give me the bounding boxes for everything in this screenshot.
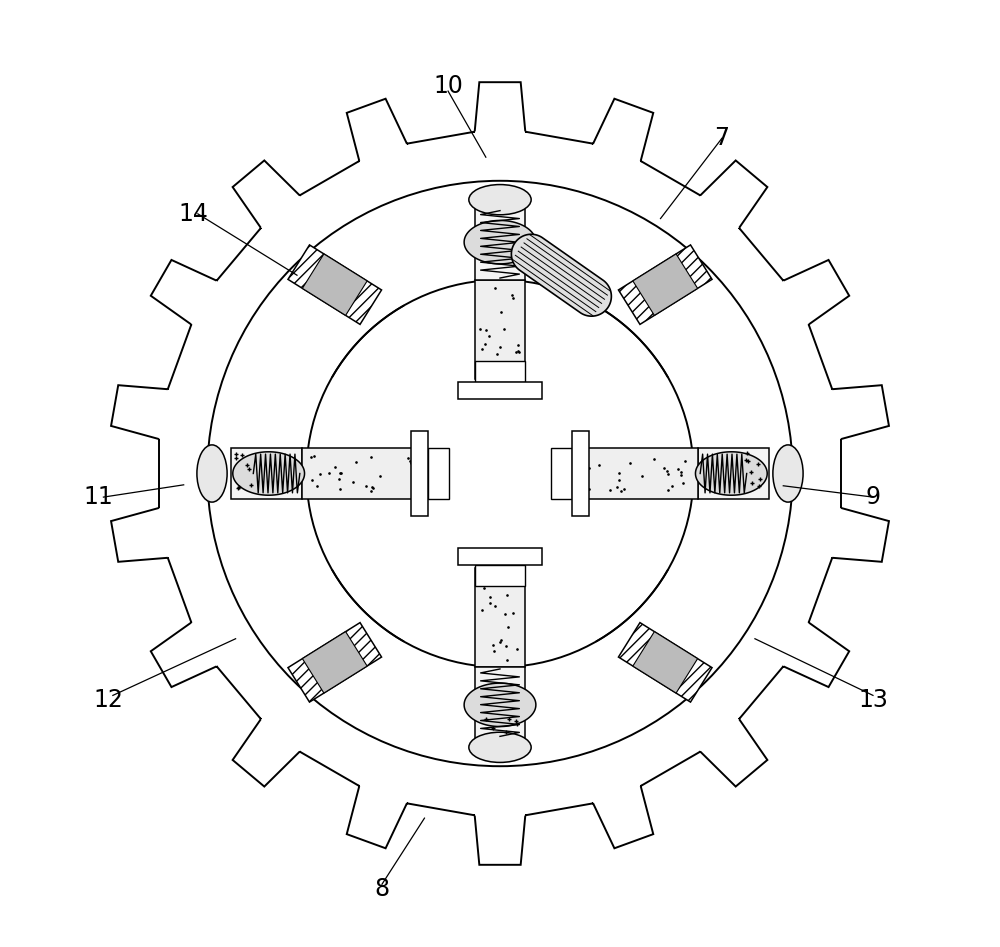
Bar (475, 565, 525, 586)
Bar (572, 432, 589, 515)
Text: 9: 9 (865, 485, 880, 509)
Polygon shape (511, 234, 611, 316)
Text: 10: 10 (433, 75, 463, 98)
Text: 12: 12 (93, 688, 123, 712)
Ellipse shape (469, 185, 531, 215)
Polygon shape (233, 452, 305, 495)
Bar (302, 448, 420, 499)
Bar (475, 568, 525, 667)
Polygon shape (288, 245, 382, 325)
Polygon shape (695, 452, 767, 495)
Bar (428, 448, 449, 499)
Text: 14: 14 (178, 202, 208, 225)
Polygon shape (111, 82, 889, 865)
Bar (458, 548, 542, 565)
Bar (698, 448, 769, 499)
Text: 11: 11 (84, 485, 114, 509)
Polygon shape (302, 254, 367, 315)
Text: 8: 8 (374, 877, 390, 901)
Bar (458, 382, 542, 399)
Bar (475, 280, 525, 379)
Polygon shape (288, 622, 382, 702)
Bar (475, 667, 525, 739)
Text: 13: 13 (858, 688, 888, 712)
Bar (231, 448, 302, 499)
Bar (411, 432, 428, 515)
Polygon shape (633, 254, 698, 315)
Ellipse shape (469, 732, 531, 762)
Polygon shape (464, 683, 536, 726)
Polygon shape (618, 245, 712, 325)
Ellipse shape (197, 445, 227, 502)
Text: 7: 7 (714, 126, 729, 151)
Polygon shape (618, 622, 712, 702)
Polygon shape (302, 632, 367, 693)
Ellipse shape (773, 445, 803, 502)
Bar (580, 448, 698, 499)
Polygon shape (633, 632, 698, 693)
Polygon shape (464, 221, 536, 264)
Bar (475, 208, 525, 280)
Bar (475, 361, 525, 382)
Bar (551, 448, 572, 499)
